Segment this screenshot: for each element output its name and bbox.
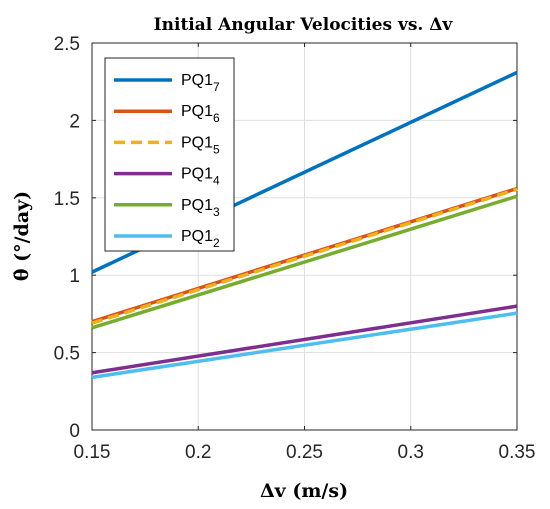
series-line-pq1-5 <box>91 187 518 325</box>
legend-label-subscript: 4 <box>213 174 220 188</box>
x-tick-label: 0.15 <box>74 442 111 463</box>
series-line-pq1-4 <box>91 304 518 375</box>
y-tick-label: 1 <box>69 266 80 287</box>
x-tick-label: 0.2 <box>185 442 211 463</box>
legend-label-subscript: 5 <box>213 142 220 156</box>
legend-label-name: PQ1 <box>181 228 213 245</box>
chart-title: Initial Angular Velocities vs. Δv <box>154 15 454 35</box>
legend-label: PQ17 <box>181 72 220 94</box>
legend-label: PQ15 <box>181 134 220 156</box>
series-line-pq1-3 <box>91 194 518 330</box>
x-axis-label: Δv (m/s) <box>260 480 348 502</box>
series-line-pq1-2 <box>91 311 518 380</box>
y-tick-label: 0 <box>69 421 80 442</box>
y-tick-label: 2.5 <box>54 34 80 55</box>
legend-label-name: PQ1 <box>181 166 213 183</box>
legend-label: PQ13 <box>181 197 220 219</box>
legend-label-subscript: 2 <box>213 236 220 250</box>
legend-label-name: PQ1 <box>181 197 213 214</box>
legend-label-name: PQ1 <box>181 103 213 120</box>
ticks: 0.15 0.2 0.25 0.3 0.35 0 0.5 1 1.5 2 2.5 <box>54 34 536 463</box>
legend-label-subscript: 6 <box>213 111 220 125</box>
x-tick-label: 0.25 <box>286 442 323 463</box>
y-axis-label: θ̇ (°/day) <box>11 191 33 281</box>
legend-label-name: PQ1 <box>181 134 213 151</box>
legend-label: PQ12 <box>181 228 220 250</box>
legend-label: PQ14 <box>181 166 220 188</box>
legend-label-name: PQ1 <box>181 72 213 89</box>
legend-box <box>104 57 235 252</box>
y-tick-label: 2 <box>69 111 80 132</box>
y-tick-label: 1.5 <box>54 189 80 210</box>
legend-label-subscript: 3 <box>213 205 220 219</box>
y-tick-label: 0.5 <box>54 344 80 365</box>
legend-label-subscript: 7 <box>213 80 220 94</box>
x-tick-label: 0.35 <box>499 442 536 463</box>
legend-label: PQ16 <box>181 103 220 125</box>
x-tick-label: 0.3 <box>398 442 424 463</box>
